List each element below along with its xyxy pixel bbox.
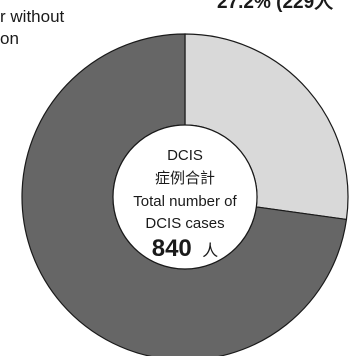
center-total: 840 人 (152, 235, 219, 262)
center-line3: Total number of (133, 193, 237, 210)
top-left-label-line1: r without (0, 7, 65, 26)
top-left-label-line2: on (0, 29, 19, 48)
center-total-value: 840 (152, 235, 192, 262)
top-right-slice-label: 27.2% (229人 (217, 0, 334, 13)
center-line1: DCIS (167, 147, 203, 164)
center-total-unit: 人 (202, 242, 218, 260)
donut-hole (112, 124, 258, 270)
center-line2: 症例合計 (155, 170, 215, 187)
center-line4: DCIS cases (145, 215, 224, 232)
